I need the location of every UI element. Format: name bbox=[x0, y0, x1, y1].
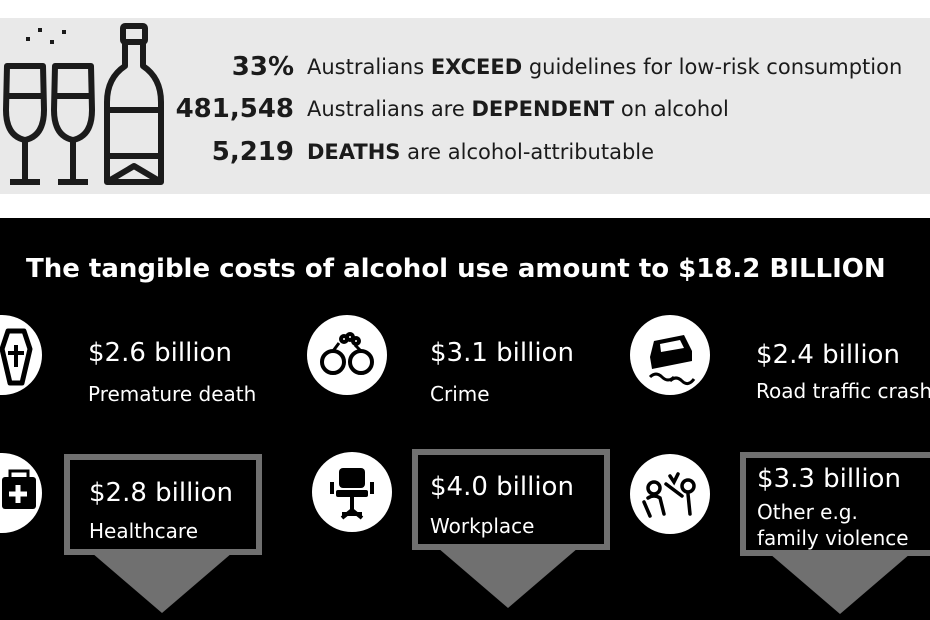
drinks-illustration bbox=[3, 23, 164, 185]
stat-text: DEATHS are alcohol-attributable bbox=[307, 140, 655, 164]
cost-label-premature-death: Premature death bbox=[88, 382, 257, 406]
stat-text: Australians EXCEED guidelines for low-ri… bbox=[307, 55, 903, 79]
office-chair-icon bbox=[312, 452, 392, 532]
cost-amount-road-traffic: $2.4 billion bbox=[756, 340, 900, 370]
cost-label-road-traffic: Road traffic crashes bbox=[756, 379, 930, 403]
stat-number: 481,548 bbox=[175, 94, 294, 124]
stat-number: 5,219 bbox=[211, 137, 294, 167]
champagne-glasses-icon bbox=[3, 63, 95, 185]
cost-label-other-line2: family violence bbox=[757, 526, 909, 550]
cost-label-other-line1: Other e.g. bbox=[757, 500, 858, 524]
workplace-arrow-shape bbox=[438, 548, 578, 608]
stat-row-deaths: 5,219 DEATHS are alcohol-attributable bbox=[0, 137, 930, 177]
other-arrow-shape bbox=[770, 554, 910, 614]
cost-label-healthcare: Healthcare bbox=[89, 519, 199, 543]
cost-amount-other: $3.3 billion bbox=[757, 464, 901, 494]
family-violence-icon bbox=[630, 454, 710, 534]
cost-amount-healthcare: $2.8 billion bbox=[89, 478, 233, 508]
stat-row-exceed: 33% Australians EXCEED guidelines for lo… bbox=[0, 52, 930, 92]
cost-label-crime: Crime bbox=[430, 382, 490, 406]
cost-label-workplace: Workplace bbox=[430, 514, 535, 538]
healthcare-box bbox=[64, 454, 262, 555]
first-aid-kit-icon bbox=[0, 453, 42, 533]
costs-panel: The tangible costs of alcohol use amount… bbox=[0, 218, 930, 620]
stats-panel: 33% Australians EXCEED guidelines for lo… bbox=[0, 18, 930, 194]
champagne-bottle-icon bbox=[104, 23, 164, 185]
stat-row-dependent: 481,548 Australians are DEPENDENT on alc… bbox=[0, 94, 930, 134]
healthcare-arrow-shape bbox=[92, 553, 232, 613]
cost-amount-premature-death: $2.6 billion bbox=[88, 338, 232, 368]
workplace-box bbox=[412, 449, 610, 550]
handcuffs-icon bbox=[307, 315, 387, 395]
stat-number: 33% bbox=[231, 52, 294, 82]
cost-amount-workplace: $4.0 billion bbox=[430, 472, 574, 502]
cost-amount-crime: $3.1 billion bbox=[430, 338, 574, 368]
costs-headline: The tangible costs of alcohol use amount… bbox=[26, 254, 886, 284]
coffin-icon bbox=[0, 315, 42, 395]
car-skid-icon bbox=[630, 315, 710, 395]
other-box bbox=[740, 452, 930, 556]
stat-text: Australians are DEPENDENT on alcohol bbox=[307, 97, 729, 121]
